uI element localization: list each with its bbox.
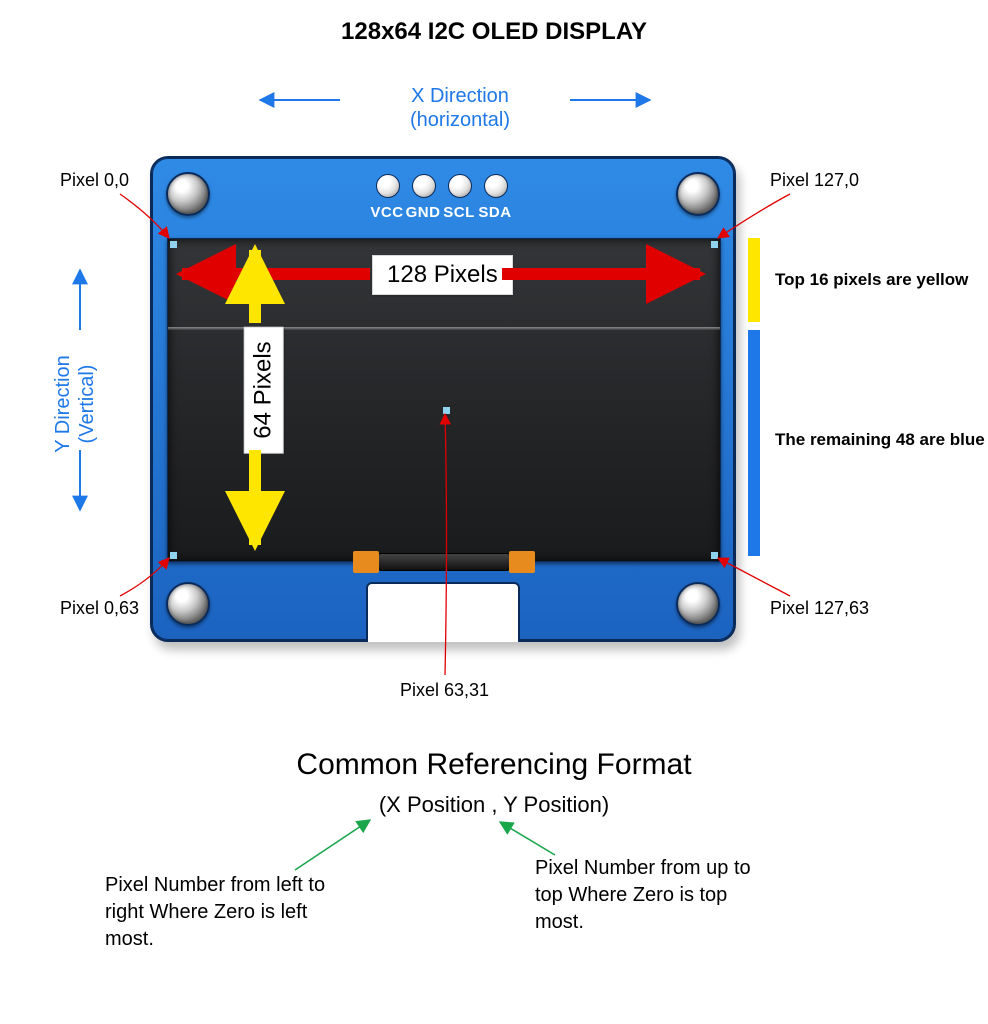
x-direction-label: X Direction (horizontal) (250, 84, 670, 132)
page-title: 128x64 I2C OLED DISPLAY (0, 18, 988, 46)
x-direction-line1: X Direction (411, 85, 509, 107)
reference-x-desc: Pixel Number from left to right Where Ze… (105, 872, 335, 953)
pixel-top-left (170, 241, 177, 248)
x-direction-line2: (horizontal) (410, 109, 510, 131)
callout-pixel-127-63: Pixel 127,63 (770, 598, 869, 619)
pin-vcc (376, 174, 400, 198)
callout-pixel-127-0: Pixel 127,0 (770, 170, 859, 191)
pin-gnd (412, 174, 436, 198)
pixel-center (443, 407, 450, 414)
board-notch (366, 582, 520, 642)
height-dimension-label: 64 Pixels (244, 326, 284, 453)
reference-heading: Common Referencing Format (0, 748, 988, 782)
pixel-bottom-right (711, 552, 718, 559)
y-direction-line1: Y Direction (52, 355, 74, 452)
pin-label-scl: SCL (440, 204, 478, 221)
color-band-yellow-label: Top 16 pixels are yellow (775, 270, 968, 290)
color-band-blue (748, 330, 760, 556)
width-dimension-label: 128 Pixels (372, 255, 513, 295)
pin-label-sda: SDA (476, 204, 514, 221)
color-band-yellow (748, 238, 760, 322)
pin-sda (484, 174, 508, 198)
mounting-hole-tl (166, 172, 210, 216)
y-direction-line2: (Vertical) (76, 365, 98, 444)
pin-scl (448, 174, 472, 198)
pixel-bottom-left (170, 552, 177, 559)
y-direction-label: Y Direction (Vertical) (51, 339, 99, 469)
reference-format: (X Position , Y Position) (0, 792, 988, 818)
mounting-hole-tr (676, 172, 720, 216)
callout-pixel-0-63: Pixel 0,63 (60, 598, 139, 619)
mounting-hole-br (676, 582, 720, 626)
reference-y-desc: Pixel Number from up to top Where Zero i… (535, 855, 765, 936)
callout-pixel-0-0: Pixel 0,0 (60, 170, 129, 191)
pixel-top-right (711, 241, 718, 248)
callout-pixel-63-31: Pixel 63,31 (400, 680, 489, 701)
flex-cable (378, 553, 510, 571)
pin-label-gnd: GND (404, 204, 442, 221)
color-band-blue-label: The remaining 48 are blue (775, 430, 985, 450)
mounting-hole-bl (166, 582, 210, 626)
oled-board: VCC GND SCL SDA (150, 156, 736, 642)
pin-label-vcc: VCC (368, 204, 406, 221)
